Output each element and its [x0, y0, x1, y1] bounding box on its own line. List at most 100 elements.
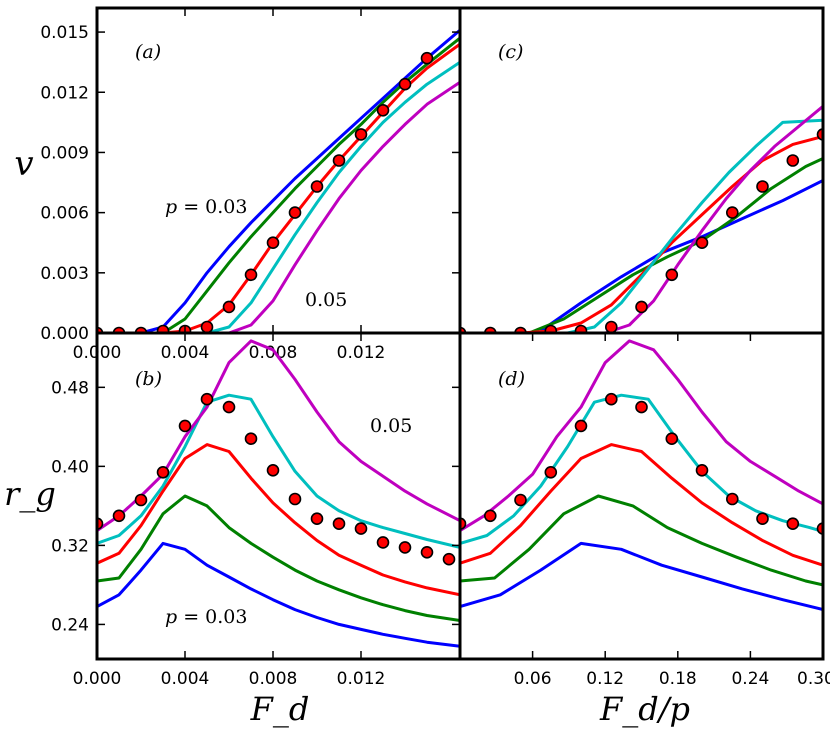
data-point — [574, 419, 588, 433]
data-point — [756, 512, 769, 526]
data-point — [420, 545, 434, 559]
x-tick-label: 0.18 — [659, 669, 697, 689]
y-axis-label-top: v — [14, 144, 33, 184]
x-tick-label: 0.008 — [249, 343, 298, 363]
series-line-p-0-04 — [97, 443, 460, 597]
panel-label-c: (c) — [498, 41, 523, 63]
x-tick-label: 0.012 — [337, 343, 386, 363]
data-point — [665, 268, 679, 282]
plot-area-a — [97, 28, 460, 333]
series-line-p-0-03 — [460, 541, 823, 612]
data-point — [178, 419, 192, 433]
data-point — [222, 400, 236, 414]
data-point — [244, 268, 258, 282]
data-point — [695, 236, 709, 249]
panel-c: (c) — [458, 6, 825, 335]
x-tick-label: 0.012 — [337, 669, 386, 689]
x-axis-label-left: F_d — [250, 690, 310, 728]
panel-b: 0.24 0.32 0.40 0.48 0.000 0.004 0.008 0.012 (b) 0… — [51, 331, 462, 689]
data-point — [725, 206, 739, 219]
series-line-p-0-045 — [97, 60, 460, 333]
annotation-value: = 0.03 — [177, 606, 247, 628]
x-tick-label: 0.000 — [73, 669, 122, 689]
data-point — [156, 465, 170, 479]
annotation-value: 0.05 — [305, 289, 347, 311]
series-line-p-0-05 — [460, 339, 823, 532]
data-point — [310, 180, 324, 193]
series-line-p-0-03 — [97, 541, 460, 648]
y-axis-label-bottom: r_g — [4, 475, 56, 513]
data-point — [376, 536, 390, 549]
x-tick-label: 0.004 — [161, 669, 210, 689]
y-tick-label: 0.48 — [51, 378, 89, 398]
data-point — [695, 463, 709, 477]
series-line-p-0-03 — [97, 28, 460, 333]
data-point — [112, 509, 126, 523]
series-line-p-0-035 — [97, 36, 460, 333]
panel-label-b: (b) — [135, 368, 162, 390]
x-tick-label: 0.30 — [797, 669, 830, 689]
series-line-p-0-035 — [528, 157, 823, 333]
data-point — [514, 493, 527, 507]
data-point — [222, 300, 236, 314]
data-point — [354, 522, 368, 535]
data-point — [544, 324, 558, 333]
y-tick-label: 0.000 — [40, 324, 89, 344]
series-line-p-0-045 — [97, 393, 460, 549]
data-point — [134, 493, 148, 507]
data-point — [604, 392, 618, 406]
data-point — [266, 463, 280, 477]
data-point — [420, 51, 434, 65]
data-point — [786, 517, 800, 531]
data-point — [398, 541, 412, 554]
series-line-p-0-04 — [520, 134, 823, 333]
data-point — [483, 509, 497, 523]
annotation-symbol: p — [165, 606, 177, 628]
plots-layer: 0.000 0.003 0.006 0.009 0.012 0.015 0.000 0.004… — [40, 6, 830, 689]
data-point — [200, 320, 214, 333]
curve-annotation: p = 0.03 — [165, 196, 247, 218]
data-point — [200, 392, 214, 406]
data-point — [156, 324, 170, 333]
series-line-p-0-05 — [97, 339, 460, 532]
curve-annotation: p = 0.03 — [165, 606, 247, 628]
plot-area-d — [460, 339, 823, 612]
series-line-p-0-035 — [460, 494, 823, 587]
data-point — [442, 552, 456, 566]
y-tick-label: 0.40 — [51, 457, 89, 477]
x-tick-label: 0.12 — [586, 669, 624, 689]
curve-annotation: 0.05 — [305, 289, 347, 311]
data-point — [354, 128, 368, 141]
series-line-p-0-05 — [508, 105, 823, 333]
data-point — [376, 104, 390, 117]
panel-label-a: (a) — [135, 41, 161, 63]
x-tick-label: 0.24 — [731, 669, 769, 689]
data-point — [244, 432, 258, 446]
panel-d: 0.06 0.12 0.18 0.24 0.30 (d) — [458, 331, 830, 689]
y-tick-label: 0.32 — [51, 536, 89, 556]
curve-annotation: 0.05 — [370, 415, 412, 437]
y-tick-label: 0.015 — [40, 23, 89, 43]
data-point — [665, 432, 679, 446]
series-line-p-0-03 — [539, 179, 823, 333]
y-tick-label: 0.24 — [51, 615, 89, 635]
series-line-p-0-04 — [460, 443, 823, 567]
data-point — [756, 180, 769, 193]
y-tick-label: 0.006 — [40, 204, 89, 224]
data-point — [288, 206, 302, 219]
plot-area-c — [460, 105, 823, 333]
data-point — [725, 492, 739, 506]
x-tick-label: 0.004 — [161, 343, 210, 363]
annotation-value: = 0.03 — [177, 196, 247, 218]
annotation-symbol: p — [165, 196, 177, 218]
series-line-p-0-045 — [460, 393, 823, 545]
y-tick-label: 0.009 — [40, 143, 89, 163]
x-tick-label: 0.06 — [514, 669, 552, 689]
data-point — [266, 236, 280, 249]
data-point — [605, 320, 618, 333]
x-axis-label-right: F_d/p — [599, 690, 690, 728]
data-point — [310, 512, 324, 526]
data-point — [574, 324, 588, 333]
data-point — [332, 517, 346, 531]
